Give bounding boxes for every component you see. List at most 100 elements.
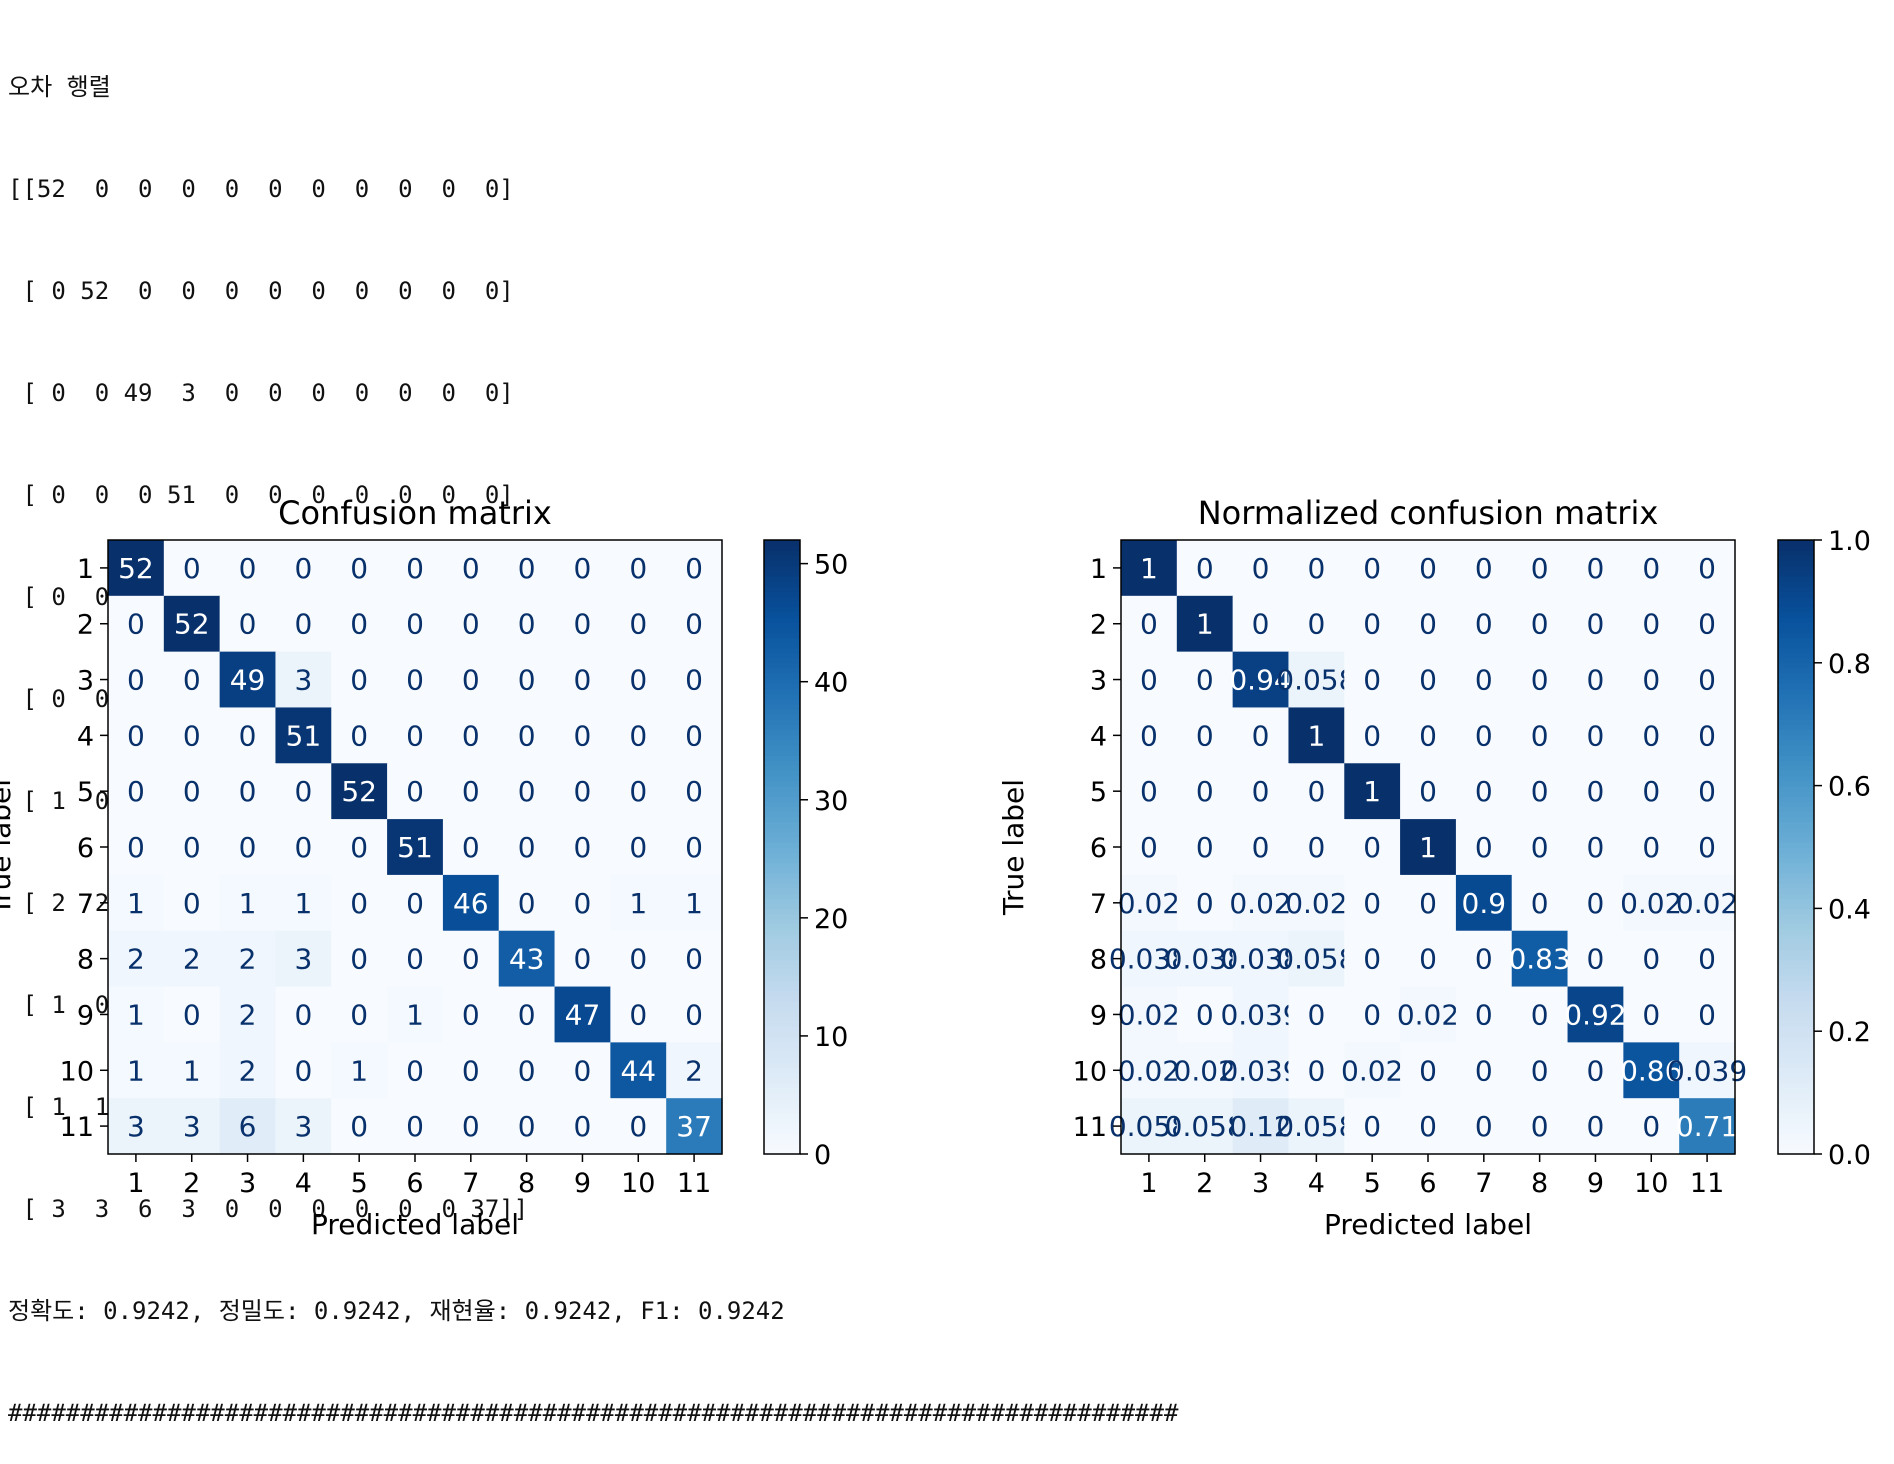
- heatmap-cell: [1623, 540, 1680, 597]
- heatmap-cell: [331, 540, 388, 597]
- colorbar-segment: [764, 1107, 800, 1114]
- x-tick-label: 11: [677, 1168, 711, 1199]
- heatmap-cell: [108, 930, 165, 988]
- cell-value-label: 0: [518, 719, 536, 752]
- colorbar-segment: [764, 1036, 800, 1043]
- x-axis-label: Predicted label: [1324, 1208, 1532, 1241]
- heatmap-cell: [331, 986, 388, 1043]
- heatmap-cell: [554, 595, 611, 653]
- colorbar-segment: [1778, 893, 1814, 899]
- colorbar-segment: [1778, 790, 1814, 797]
- colorbar-tick-label: 0.4: [1828, 894, 1871, 925]
- heatmap-cell: [554, 707, 611, 764]
- heatmap-cell: [387, 540, 444, 597]
- cell-value-label: 0: [127, 719, 145, 752]
- cell-value-label: 0: [1307, 1054, 1325, 1087]
- heatmap-cell: [554, 986, 611, 1043]
- heatmap-cell: [1232, 763, 1290, 820]
- cell-value-label: 1: [1307, 719, 1325, 752]
- y-tick-label: 9: [77, 1000, 94, 1031]
- colorbar-segment: [764, 903, 800, 910]
- x-tick-label: 8: [518, 1168, 535, 1199]
- heatmap-cell: [498, 874, 556, 932]
- cell-value-label: 0: [406, 887, 424, 920]
- heatmap-cell: [275, 874, 332, 932]
- heatmap-cell: [163, 595, 221, 653]
- colorbar-segment: [1778, 903, 1814, 910]
- colorbar-segment: [1778, 877, 1814, 884]
- cell-value-label: 0: [1587, 831, 1605, 864]
- cell-value-label: 0: [406, 719, 424, 752]
- colorbar-segment: [1778, 974, 1814, 981]
- colorbar-segment: [1778, 985, 1814, 992]
- cell-value-label: 0: [1252, 608, 1270, 641]
- colorbar-tick-label: 30: [814, 786, 848, 817]
- cell-value-label: 0: [1140, 664, 1158, 697]
- heatmap-cell: [610, 651, 667, 709]
- cell-value-label: 1: [127, 998, 145, 1031]
- y-tick-label: 5: [77, 777, 94, 808]
- heatmap-cell: [387, 930, 444, 988]
- heatmap-cell: [1511, 930, 1569, 988]
- cell-value-label: 0: [1698, 664, 1716, 697]
- cell-value-label: 0: [1140, 608, 1158, 641]
- colorbar-segment: [764, 1056, 800, 1063]
- cell-value-label: 0.038: [1165, 943, 1245, 976]
- x-tick-label: 5: [1364, 1168, 1381, 1199]
- colorbar-segment: [764, 1077, 800, 1084]
- colorbar-segment: [764, 749, 800, 756]
- heatmap-cell: [387, 819, 444, 876]
- heatmap-cell: [442, 1098, 500, 1155]
- cell-value-label: 0: [294, 775, 312, 808]
- colorbar-segment: [1778, 693, 1814, 700]
- cell-value-label: 0.02: [1285, 887, 1347, 920]
- cell-value-label: 0: [1642, 664, 1660, 697]
- y-tick-label: 10: [1073, 1056, 1107, 1087]
- cell-value-label: 0: [1363, 552, 1381, 585]
- cell-value-label: 0: [183, 775, 201, 808]
- cell-value-label: 1: [1196, 608, 1214, 641]
- heatmap-cell: [1288, 819, 1345, 876]
- heatmap-cell: [498, 986, 556, 1043]
- colorbar-segment: [764, 1148, 800, 1155]
- colorbar-segment: [764, 1102, 800, 1109]
- colorbar-segment: [1778, 836, 1814, 843]
- colorbar-segment: [764, 591, 800, 598]
- heatmap-cell: [275, 595, 332, 653]
- heatmap-cell: [610, 595, 667, 653]
- colorbar-segment: [764, 995, 800, 1002]
- colorbar-segment: [764, 816, 800, 823]
- heatmap-cell: [498, 540, 556, 597]
- cell-value-label: 0: [462, 719, 480, 752]
- heatmap-cell: [554, 1098, 611, 1155]
- colorbar-segment: [1778, 667, 1814, 674]
- colorbar-segment: [1778, 580, 1814, 587]
- heatmap-cell: [442, 1042, 500, 1099]
- cell-value-label: 0: [462, 608, 480, 641]
- colorbar-segment: [1778, 770, 1814, 777]
- heatmap-cell: [610, 986, 667, 1043]
- colorbar-segment: [1778, 923, 1814, 930]
- heatmap-cell: [1623, 707, 1680, 764]
- colorbar-segment: [764, 841, 800, 848]
- heatmap-cell: [387, 707, 444, 764]
- colorbar-segment: [1778, 1092, 1814, 1099]
- cell-value-label: 0: [1531, 1110, 1549, 1143]
- matrix-line: [ 0 0 0 51 0 0 0 0 0 0 0]: [8, 481, 514, 509]
- cell-value-label: 0: [239, 608, 257, 641]
- cell-value-label: 0: [1363, 1110, 1381, 1143]
- colorbar-segment: [1778, 990, 1814, 997]
- cell-value-label: 0: [518, 775, 536, 808]
- heatmap-cell: [1623, 595, 1680, 653]
- colorbar-segment: [764, 944, 800, 951]
- x-tick-label: 9: [1587, 1168, 1604, 1199]
- cell-value-label: 0: [462, 831, 480, 864]
- colorbar-segment: [1778, 1061, 1814, 1068]
- colorbar-segment: [1778, 662, 1814, 669]
- cell-value-label: 0: [350, 1110, 368, 1143]
- colorbar-segment: [764, 637, 800, 644]
- heatmap-cell: [387, 763, 444, 820]
- heatmap-cell: [387, 1098, 444, 1155]
- cell-value-label: 0: [1140, 831, 1158, 864]
- cell-value-label: 0: [1587, 775, 1605, 808]
